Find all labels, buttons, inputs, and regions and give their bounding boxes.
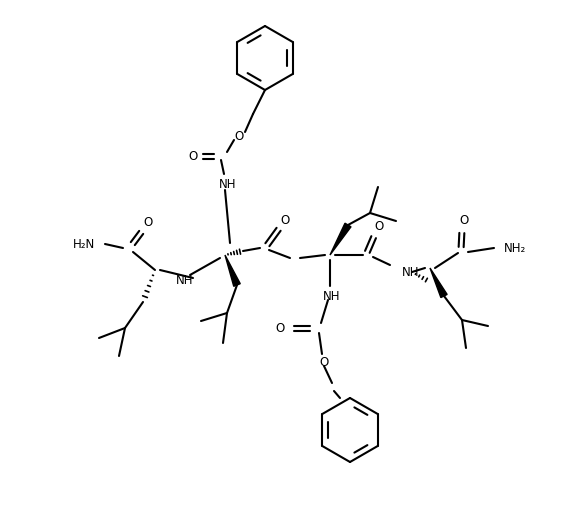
Text: NH: NH (175, 273, 193, 286)
Text: O: O (143, 215, 153, 229)
Polygon shape (225, 255, 240, 286)
Text: NH: NH (219, 177, 237, 191)
Text: O: O (234, 130, 243, 142)
Text: NH: NH (402, 266, 419, 279)
Text: O: O (188, 150, 198, 162)
Polygon shape (430, 268, 447, 298)
Polygon shape (330, 223, 351, 255)
Text: NH₂: NH₂ (504, 242, 526, 254)
Text: NH: NH (323, 289, 341, 303)
Text: H₂N: H₂N (72, 237, 95, 250)
Text: O: O (374, 219, 384, 232)
Text: O: O (459, 214, 469, 228)
Text: O: O (319, 357, 329, 370)
Text: O: O (280, 214, 289, 228)
Text: O: O (275, 321, 284, 335)
